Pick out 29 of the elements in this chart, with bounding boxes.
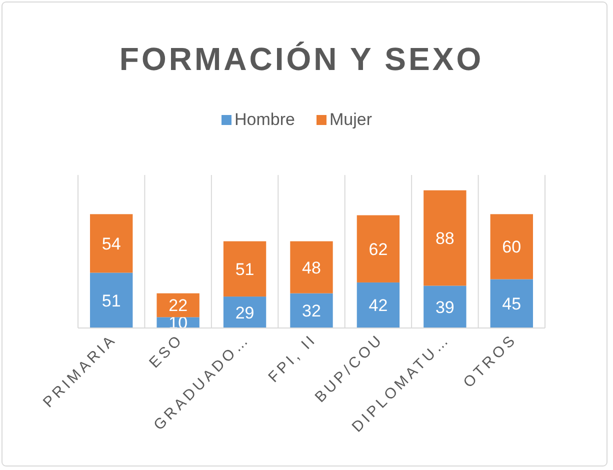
data-label: 54 <box>102 234 121 254</box>
bar <box>490 279 533 328</box>
data-label: 42 <box>368 296 388 316</box>
data-label: 22 <box>168 296 188 316</box>
data-label: 48 <box>302 258 321 278</box>
bar <box>223 241 266 297</box>
legend-label: Mujer <box>330 110 372 129</box>
data-label: 51 <box>235 260 254 279</box>
chart-title: FORMACIÓN Y SEXO <box>119 41 484 77</box>
bar <box>490 214 533 280</box>
data-label: 45 <box>502 294 522 314</box>
legend-label: Hombre <box>234 110 295 129</box>
data-label: 62 <box>368 240 388 259</box>
bar <box>356 282 400 328</box>
data-label: 51 <box>102 291 121 310</box>
bar <box>156 293 200 318</box>
bar <box>290 241 333 294</box>
bar <box>90 272 133 328</box>
data-label: 39 <box>435 298 454 317</box>
bar <box>356 215 400 282</box>
bar <box>290 293 333 328</box>
data-label: 29 <box>235 303 254 322</box>
bar <box>424 286 466 328</box>
bar <box>424 190 466 286</box>
data-label: 60 <box>502 238 522 257</box>
bar <box>90 214 133 273</box>
bar <box>223 296 266 328</box>
data-label: 88 <box>435 229 454 248</box>
data-label: 32 <box>302 302 321 321</box>
